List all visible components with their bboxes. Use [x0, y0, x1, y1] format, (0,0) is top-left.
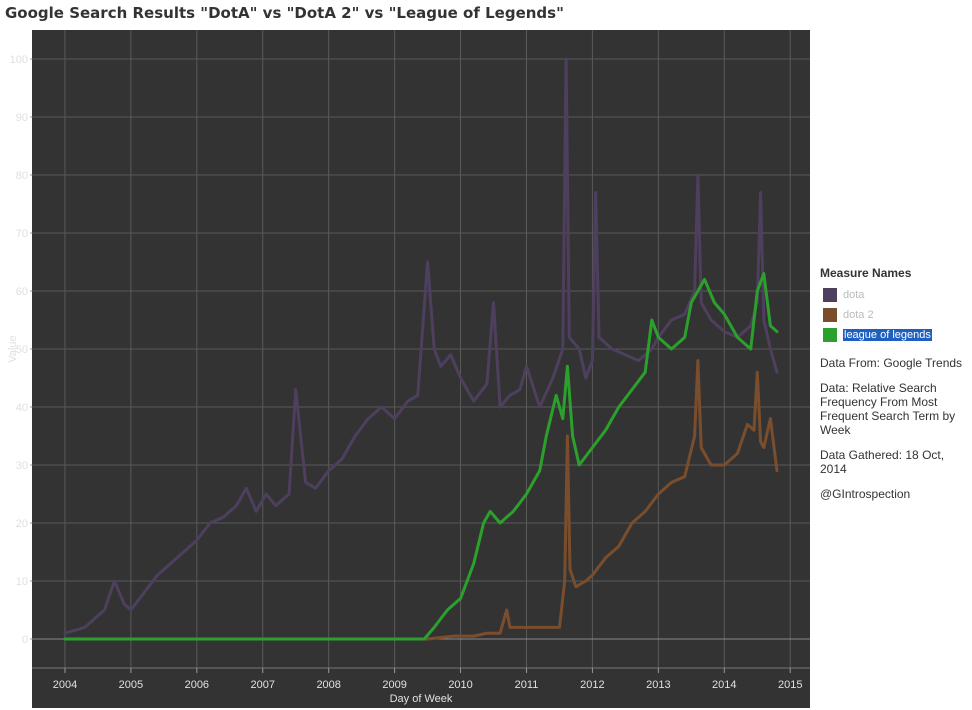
legend-item-league-of-legends[interactable]: league of legends	[820, 325, 970, 345]
x-tick-label: 2011	[515, 679, 539, 691]
y-tick-label: 70	[16, 228, 28, 240]
note-author: @GIntrospection	[820, 487, 911, 501]
y-tick-label: 0	[22, 634, 28, 646]
x-tick-label: 2014	[712, 679, 736, 691]
legend-label-league-of-legends: league of legends	[843, 329, 932, 341]
x-tick-label: 2013	[646, 679, 670, 691]
x-tick-label: 2007	[251, 679, 275, 691]
series-line-league-of-legends	[63, 272, 779, 641]
y-tick-label: 10	[16, 576, 28, 588]
x-tick-label: 2008	[316, 679, 340, 691]
legend-swatch-dota	[823, 288, 837, 302]
x-tick-label: 2015	[778, 679, 802, 691]
y-tick-label: 40	[16, 402, 28, 414]
x-axis: 2004 2005 2006 2007 2008 2009 2010 2011 2012 2013…	[32, 667, 810, 691]
legend: Measure Names dota dota 2 league of lege…	[820, 266, 970, 501]
note-data-description: Data: Relative Search Frequency From Mos…	[820, 381, 956, 437]
y-tick-label: 80	[16, 170, 28, 182]
y-axis: 0 10 20 30 40 50 60 70 80 90 100	[10, 54, 32, 646]
y-tick-label: 60	[16, 286, 28, 298]
series-line-dota	[63, 57, 779, 635]
y-tick-label: 30	[16, 460, 28, 472]
legend-label-dota: dota	[843, 289, 865, 301]
y-tick-label: 20	[16, 518, 28, 530]
x-tick-label: 2010	[448, 679, 472, 691]
note-data-gathered: Data Gathered: 18 Oct, 2014	[820, 448, 945, 476]
legend-swatch-league-of-legends	[823, 328, 837, 342]
note-data-source: Data From: Google Trends	[820, 356, 963, 370]
y-tick-label: 90	[16, 112, 28, 124]
x-tick-label: 2009	[382, 679, 406, 691]
legend-label-dota-2: dota 2	[843, 309, 874, 321]
y-tick-label: 100	[10, 54, 28, 66]
y-axis-title: Value	[7, 335, 19, 362]
x-tick-label: 2004	[53, 679, 77, 691]
y-tick-label: 50	[16, 344, 28, 356]
legend-item-dota-2[interactable]: dota 2	[820, 305, 970, 325]
x-tick-label: 2012	[580, 679, 604, 691]
legend-title: Measure Names	[820, 266, 912, 280]
x-axis-title: Day of Week	[390, 693, 453, 705]
series-line-dota-2	[63, 359, 779, 641]
x-tick-label: 2005	[119, 679, 143, 691]
legend-item-dota[interactable]: dota	[820, 285, 970, 305]
x-tick-label: 2006	[185, 679, 209, 691]
series-lines	[63, 57, 779, 641]
chart-title: Google Search Results "DotA" vs "DotA 2"…	[5, 4, 564, 22]
legend-swatch-dota-2	[823, 308, 837, 322]
